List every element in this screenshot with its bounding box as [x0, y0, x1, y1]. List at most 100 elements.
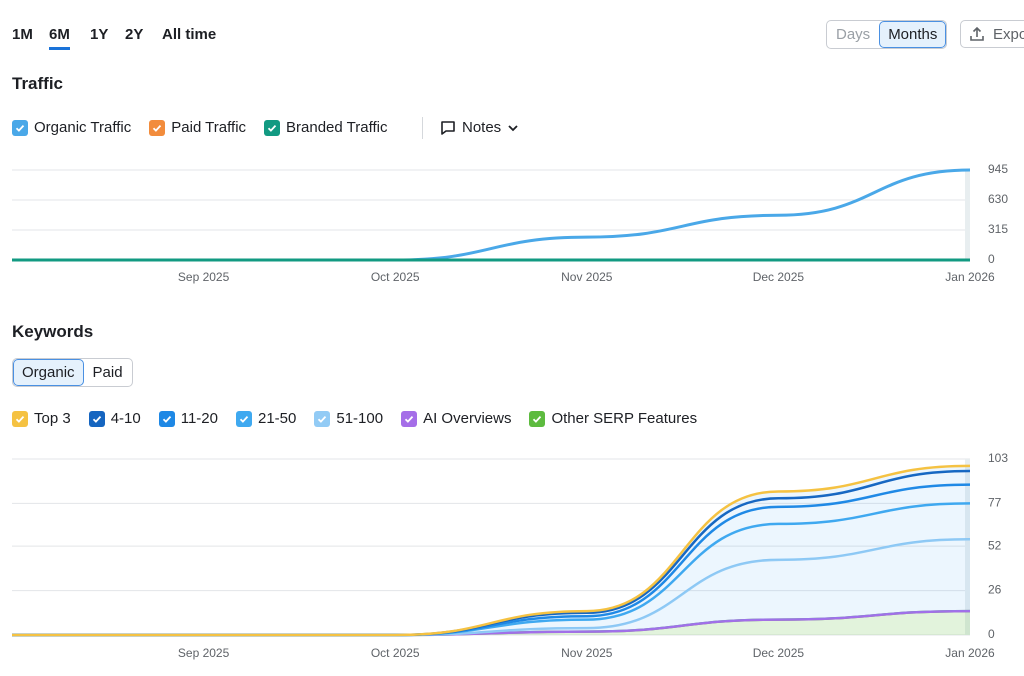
legend-checkbox — [264, 119, 281, 136]
separator — [422, 117, 423, 139]
legend-checkbox — [158, 410, 175, 427]
hover-band — [965, 459, 970, 635]
legend-item[interactable]: Other SERP Features — [529, 410, 697, 427]
check — [92, 415, 101, 423]
legend-label: 21-50 — [258, 410, 297, 427]
range-tab[interactable]: All time — [162, 26, 217, 43]
x-tick-label: Nov 2025 — [561, 646, 613, 660]
granularity-option[interactable]: Months — [879, 21, 947, 48]
keyword-tab[interactable]: Paid — [92, 364, 123, 381]
notes-button[interactable]: Notes — [440, 119, 519, 136]
legend-checkbox — [88, 410, 105, 427]
y-tick-label: 26 — [988, 583, 1002, 597]
legend-item[interactable]: Top 3 — [12, 410, 71, 427]
check-icon — [239, 415, 249, 423]
keyword-tabs: Organic Paid — [12, 358, 133, 387]
range-tab[interactable]: 6M — [49, 26, 70, 50]
x-tick-label: Sep 2025 — [178, 646, 230, 660]
range-tab[interactable]: 1Y — [90, 26, 109, 43]
x-tick-label: Dec 2025 — [753, 646, 805, 660]
keyword-tab[interactable]: Organic — [13, 359, 84, 386]
range-tab[interactable]: 1M — [12, 26, 33, 43]
legend-label: Top 3 — [34, 410, 71, 427]
check-icon — [153, 124, 162, 132]
check — [239, 415, 249, 423]
legend-label: Branded Traffic — [286, 119, 388, 136]
series-area — [12, 539, 970, 635]
x-tick-label: Jan 2026 — [945, 646, 995, 660]
series-line — [12, 464, 971, 637]
export-label: Export — [993, 25, 1024, 43]
export-wrap: Export — [960, 20, 1024, 48]
notes-icon — [441, 120, 455, 135]
y-tick-label: 0 — [988, 627, 995, 641]
check — [533, 415, 542, 423]
legend-label: Paid Traffic — [171, 119, 247, 136]
check — [162, 415, 171, 423]
check — [153, 124, 162, 132]
legend-label: 51-100 — [336, 410, 384, 427]
legend-checkbox — [12, 410, 28, 427]
x-tick-label: Dec 2025 — [753, 270, 805, 284]
legend-item[interactable]: AI Overviews — [401, 410, 511, 427]
y-tick-label: 103 — [988, 451, 1008, 465]
y-tick-label: 0 — [988, 252, 995, 266]
check-icon — [15, 124, 25, 132]
check — [267, 124, 277, 132]
x-tick-label: Oct 2025 — [371, 646, 420, 660]
check-icon — [15, 415, 25, 423]
series-area — [12, 465, 970, 635]
check — [15, 415, 25, 423]
legend-item[interactable]: Branded Traffic — [264, 119, 387, 136]
y-tick-label: 77 — [988, 496, 1002, 510]
granularity-option[interactable]: Days — [836, 26, 871, 43]
chevron — [508, 124, 518, 131]
legend-label: 11-20 — [180, 410, 218, 427]
export-button[interactable]: Export — [960, 20, 1024, 48]
check-icon — [318, 415, 327, 423]
legend-label: 4-10 — [110, 410, 141, 427]
y-tick-label: 630 — [988, 192, 1008, 206]
check-icon — [267, 124, 277, 132]
check-icon — [404, 415, 414, 423]
legend-item[interactable]: 11-20 — [158, 410, 218, 427]
series-area — [12, 484, 970, 635]
legend-item[interactable]: 4-10 — [88, 410, 141, 427]
legend-item[interactable]: Paid Traffic — [149, 119, 246, 136]
series-line — [12, 168, 971, 262]
legend-checkbox — [314, 410, 331, 427]
series-area — [12, 503, 970, 635]
legend-item[interactable]: Organic Traffic — [12, 119, 131, 136]
legend-item[interactable]: 21-50 — [236, 410, 296, 427]
check-icon — [162, 415, 171, 423]
x-tick-label: Sep 2025 — [178, 270, 230, 284]
series-area — [12, 470, 970, 635]
section-title: Keywords — [12, 322, 94, 341]
check-icon — [92, 415, 101, 423]
check — [404, 415, 414, 423]
legend: Organic Traffic Paid Traffic Branded Traff… — [12, 119, 387, 136]
legend-checkbox — [236, 410, 252, 427]
legend-checkbox — [401, 410, 418, 427]
notes-label: Notes — [462, 119, 502, 136]
keywords-chart: 0 26 52 77 103 Sep 2025 Oct 2025 Nov 2025 Dec 20… — [12, 451, 1008, 660]
legend-label: Organic Traffic — [34, 119, 132, 136]
legend-item[interactable]: 51-100 — [314, 410, 383, 427]
range-tab[interactable]: 2Y — [125, 26, 144, 43]
x-tick-label: Oct 2025 — [371, 270, 420, 284]
y-tick-label: 52 — [988, 538, 1002, 552]
legend-label: AI Overviews — [423, 410, 512, 427]
legend-label: Other SERP Features — [551, 410, 698, 427]
legend-checkbox — [149, 119, 166, 136]
export-icon — [970, 26, 984, 41]
legend-checkbox — [12, 119, 28, 136]
y-tick-label: 315 — [988, 222, 1008, 236]
x-tick-label: Nov 2025 — [561, 270, 613, 284]
x-tick-label: Jan 2026 — [945, 270, 995, 284]
check — [318, 415, 327, 423]
check — [15, 124, 25, 132]
hover-band — [965, 170, 970, 260]
legend-checkbox — [529, 410, 546, 427]
granularity-toggle: Days Months — [826, 20, 948, 49]
